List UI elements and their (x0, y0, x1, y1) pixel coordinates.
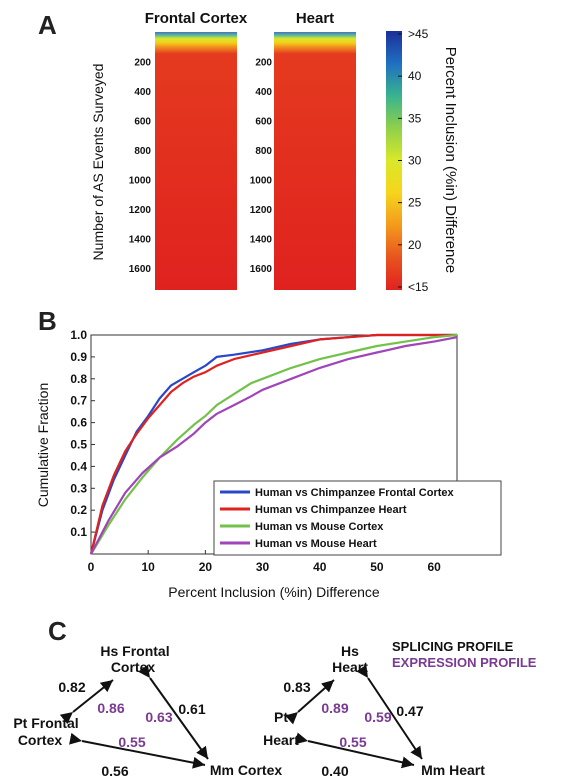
hs-mm-heart-expression: 0.59 (364, 709, 391, 725)
hs-heart-node-line1: Hs (341, 643, 359, 659)
heatmap-ytick-label: 1200 (250, 205, 273, 216)
heatmap-ytick-label: 200 (134, 57, 151, 68)
panel-b-cdf-chart: 0.1 0.2 0.3 0.4 0.5 0.6 0.7 0.8 0.9 1.0 0 10 20 30 40 5… (35, 328, 502, 600)
y-tick-label: 0.2 (70, 503, 87, 517)
heatmap-ytick-label: 1000 (129, 175, 152, 186)
heatmap-ytick-label: 1200 (129, 205, 152, 216)
hs-pt-heart-expression: 0.89 (321, 700, 348, 716)
legend-label: Human vs Chimpanzee Heart (255, 504, 407, 516)
y-tick-label: 0.3 (70, 481, 87, 495)
heatmap-ytick-label: 1600 (129, 264, 152, 275)
y-tick-label: 0.8 (70, 372, 87, 386)
x-tick-label: 50 (370, 560, 384, 574)
colorbar (386, 31, 402, 290)
heatmap-ytick-label: 1400 (250, 234, 273, 245)
legend-box (213, 480, 502, 556)
heatmap-ytick-label: 1600 (250, 264, 273, 275)
hs-pt-heart-arrow (285, 679, 335, 725)
hs-pt-cortex-splicing: 0.82 (58, 679, 85, 695)
panel-a-heatmap: Frontal Cortex 200 400 600 800 1000 1200 1400 16… (90, 10, 459, 294)
heatmap-column-title: Heart (296, 10, 334, 27)
y-tick-label: 0.4 (70, 459, 87, 473)
colorbar-tick-label: 40 (408, 69, 422, 83)
y-tick-label: 0.1 (70, 525, 87, 539)
y-tick-label: 0.9 (70, 350, 87, 364)
legend-label: Human vs Mouse Heart (255, 538, 377, 550)
pt-heart-node-line1: Pt (274, 709, 288, 725)
pt-cortex-node-line1: Pt Frontal (13, 715, 78, 731)
legend-splicing-profile: SPLICING PROFILE (392, 639, 514, 654)
pt-mm-heart-expression: 0.55 (339, 734, 366, 750)
heatmap-ytick-label: 600 (134, 116, 151, 127)
mm-heart-node: Mm Heart (421, 762, 485, 778)
hs-pt-heart-splicing: 0.83 (283, 679, 310, 695)
heatmap-column-title: Frontal Cortex (145, 10, 248, 27)
colorbar-tick-label: 20 (408, 238, 422, 252)
heatmap-ytick-label: 600 (255, 116, 272, 127)
mm-cortex-node: Mm Cortex (210, 762, 283, 778)
heatmap-ytick-label: 1000 (250, 175, 273, 186)
y-tick-label: 0.6 (70, 416, 87, 430)
legend-label: Human vs Chimpanzee Frontal Cortex (255, 487, 455, 499)
y-tick-label: 1.0 (70, 328, 87, 342)
heatmap-ytick-label: 200 (255, 57, 272, 68)
heatmap-y-axis-label: Number of AS Events Surveyed (90, 64, 106, 261)
heatmap-column (274, 32, 356, 290)
x-tick-label: 30 (256, 560, 270, 574)
hs-cortex-node-line2: Cortex (111, 659, 156, 675)
heatmap-ytick-label: 1400 (129, 234, 152, 245)
pt-heart-node-line2: Heart (263, 732, 299, 748)
x-axis-label: Percent Inclusion (%in) Difference (168, 584, 380, 600)
hs-mm-heart-splicing: 0.47 (396, 703, 423, 719)
pt-mm-heart-splicing: 0.40 (321, 763, 348, 779)
panel-label-a: A (38, 10, 57, 40)
heatmap-ytick-label: 800 (255, 146, 272, 157)
y-axis-label: Cumulative Fraction (35, 383, 51, 508)
pt-mm-cortex-arrow (69, 732, 206, 769)
colorbar-tick-label: 25 (408, 196, 422, 210)
heatmap-ytick-label: 400 (134, 87, 151, 98)
hs-cortex-node-line1: Hs Frontal (100, 643, 169, 659)
legend-label: Human vs Mouse Cortex (255, 521, 384, 533)
hs-heart-node-line2: Heart (332, 659, 368, 675)
x-tick-label: 60 (427, 560, 441, 574)
heart-network: Hs Heart Pt Heart Mm Heart 0.83 0.89 0.4… (263, 643, 485, 779)
colorbar-tick-label: 30 (408, 154, 422, 168)
colorbar-tick-label: 35 (408, 111, 422, 125)
panel-c-correlation-diagram: Hs Frontal Cortex Pt Frontal Cortex Mm C… (13, 639, 536, 779)
series-line (90, 333, 458, 555)
pt-mm-heart-arrow (294, 732, 415, 769)
series-line (89, 333, 457, 555)
pt-mm-cortex-splicing: 0.56 (101, 763, 128, 779)
hs-mm-cortex-splicing: 0.61 (178, 701, 205, 717)
pt-mm-cortex-expression: 0.55 (118, 734, 145, 750)
cortex-network: Hs Frontal Cortex Pt Frontal Cortex Mm C… (13, 643, 282, 779)
heatmap-ytick-label: 800 (134, 146, 151, 157)
x-tick-label: 40 (313, 560, 327, 574)
hs-pt-cortex-arrow (59, 679, 114, 725)
heatmap-ytick-label: 400 (255, 87, 272, 98)
pt-cortex-node-line2: Cortex (18, 732, 63, 748)
hs-mm-cortex-expression: 0.63 (145, 709, 172, 725)
y-tick-label: 0.7 (70, 394, 87, 408)
heatmap-column (155, 32, 237, 290)
y-tick-label: 0.5 (70, 438, 87, 452)
series-line (90, 336, 458, 555)
x-tick-label: 20 (199, 560, 213, 574)
colorbar-label: Percent Inclusion (%in) Difference (442, 47, 459, 274)
panel-label-c: C (48, 616, 67, 646)
x-tick-label: 10 (142, 560, 156, 574)
colorbar-tick-label: <15 (408, 280, 429, 294)
colorbar-tick-label: >45 (408, 27, 429, 41)
panel-label-b: B (38, 306, 57, 336)
legend-expression-profile: EXPRESSION PROFILE (392, 655, 537, 670)
x-tick-label: 0 (88, 560, 95, 574)
hs-pt-cortex-expression: 0.86 (97, 700, 124, 716)
